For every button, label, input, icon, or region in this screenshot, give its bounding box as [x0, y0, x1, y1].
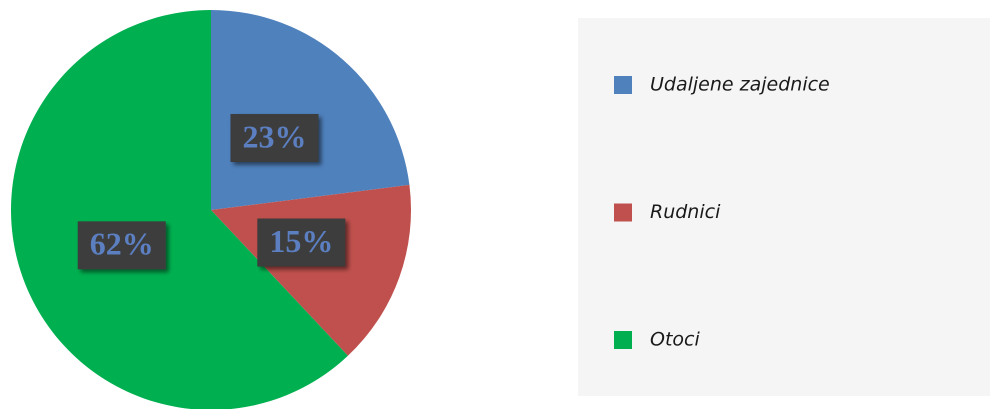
legend-swatch	[614, 76, 632, 94]
legend-label: Otoci	[650, 329, 700, 351]
pie	[10, 10, 411, 409]
legend: Udaljene zajednice Rudnici Otoci	[614, 74, 830, 351]
value-label: 15%	[269, 223, 333, 259]
value-label-box	[257, 218, 346, 267]
pie-slice	[211, 10, 410, 210]
legend-label: Udaljene zajednice	[650, 74, 830, 96]
value-label-box	[77, 221, 166, 270]
value-labels: 23% 15% 62%	[77, 113, 346, 270]
legend-box	[578, 18, 990, 396]
pie-slice	[10, 10, 348, 409]
legend-label: Rudnici	[650, 201, 721, 223]
legend-swatch	[614, 331, 632, 349]
value-label: 23%	[242, 118, 306, 154]
value-label-box	[230, 113, 319, 162]
value-label: 62%	[90, 226, 154, 262]
legend-swatch	[614, 203, 632, 222]
